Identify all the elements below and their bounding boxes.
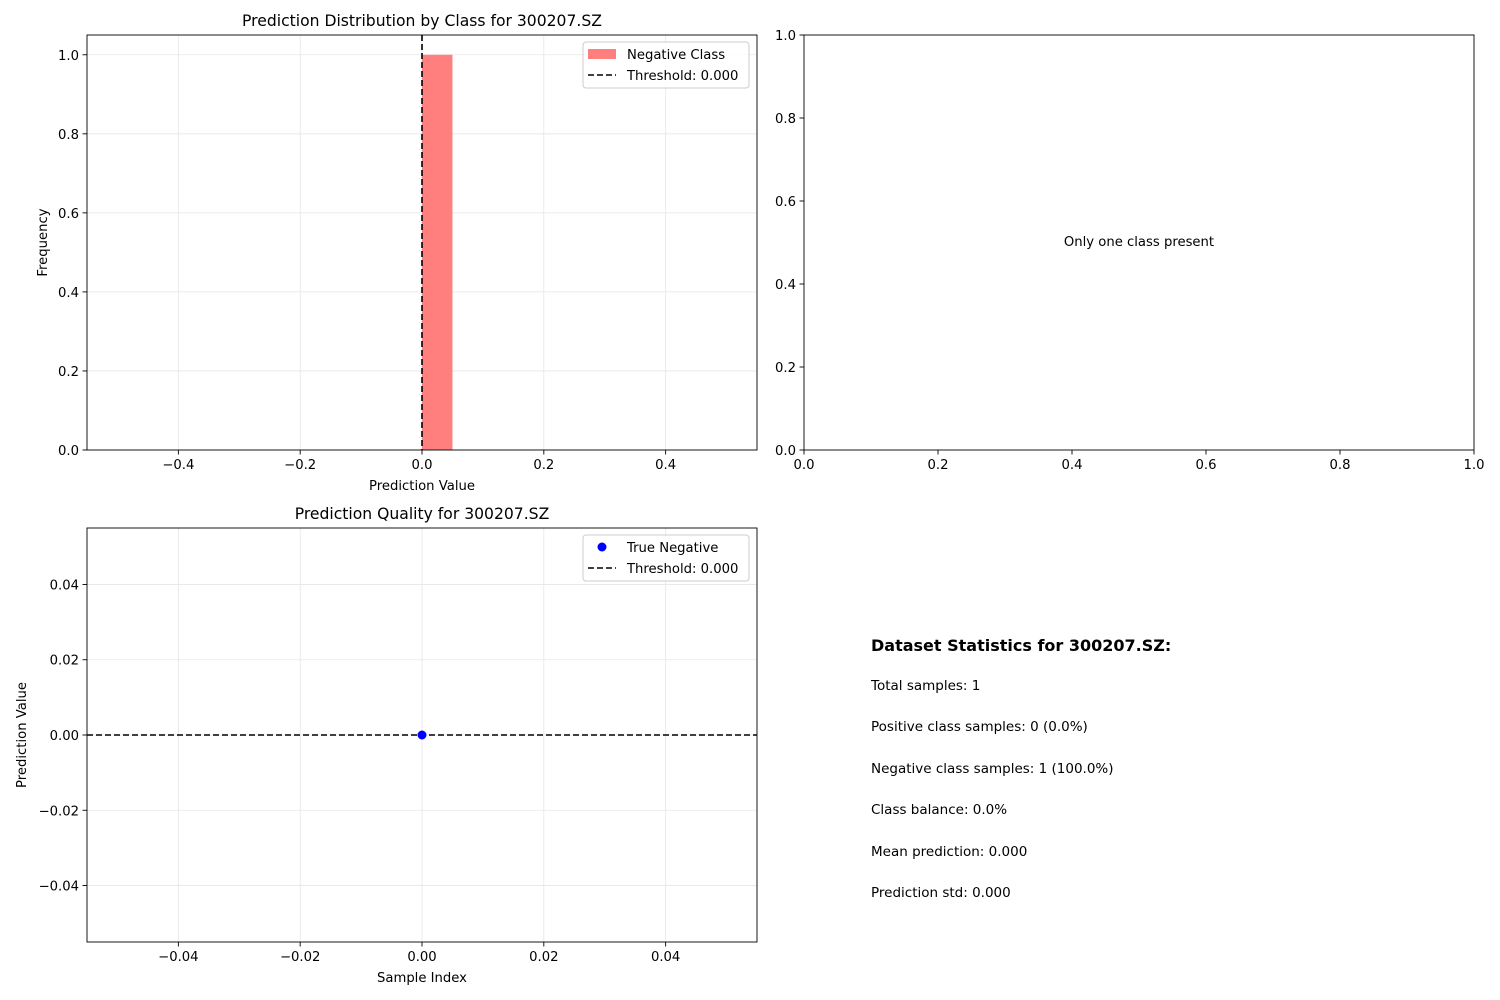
quality-ytick-label-0: −0.04 <box>39 880 79 895</box>
hist-title: Prediction Distribution by Class for 300… <box>242 12 602 30</box>
hist-bar-0-0 <box>422 54 453 451</box>
quality-ytick-label-1: −0.02 <box>39 804 79 819</box>
hist-ytick-label-2: 0.4 <box>58 286 79 301</box>
hist-ytick-label-0: 0.0 <box>58 444 79 459</box>
stat-mean-prediction: Mean prediction: 0.000 <box>871 843 1028 860</box>
hist-xtick-label-2: 0.0 <box>412 458 433 473</box>
quality-title: Prediction Quality for 300207.SZ <box>295 505 550 523</box>
empty-xtick-label-2: 0.4 <box>1062 458 1083 473</box>
empty-ytick-label-0: 0.0 <box>775 444 796 459</box>
empty-xtick-label-1: 0.2 <box>928 458 949 473</box>
quality-point-0-0 <box>417 730 427 740</box>
stat-total-samples: Total samples: 1 <box>871 678 981 694</box>
stat-class-balance: Class balance: 0.0% <box>871 802 1008 819</box>
empty-xtick-label-5: 1.0 <box>1464 458 1485 473</box>
hist-ylabel: Frequency <box>36 208 51 276</box>
empty-axes-frame <box>803 34 1475 451</box>
empty-ytick-label-4: 0.8 <box>775 112 796 127</box>
stats-title: Dataset Statistics for 300207.SZ: <box>871 636 1172 655</box>
hist-xtick-label-3: 0.2 <box>533 458 554 473</box>
quality-legend-box <box>582 534 750 582</box>
stat-negative-samples: Negative class samples: 1 (100.0%) <box>871 760 1114 777</box>
hist-legend-box <box>582 41 750 89</box>
quality-ytick-label-3: 0.02 <box>50 654 79 669</box>
quality-xtick-label-3: 0.02 <box>529 950 558 965</box>
hist-ytick-label-5: 1.0 <box>58 49 79 64</box>
hist-xlabel: Prediction Value <box>369 479 475 494</box>
hist-xtick-label-4: 0.4 <box>655 458 676 473</box>
quality-xtick-label-0: −0.04 <box>158 950 198 965</box>
hist-ytick-label-3: 0.6 <box>58 207 79 222</box>
empty-xtick-label-3: 0.6 <box>1196 458 1217 473</box>
hist-legend-swatch-0 <box>588 49 616 59</box>
quality-ytick-label-4: 0.04 <box>50 578 79 593</box>
quality-legend-swatch-0 <box>597 542 607 552</box>
hist-ytick-label-4: 0.8 <box>58 128 79 143</box>
quality-ylabel: Prediction Value <box>15 682 30 788</box>
quality-xlabel: Sample Index <box>377 971 467 986</box>
quality-xtick-label-2: 0.00 <box>407 950 436 965</box>
hist-legend-label-0: Negative Class <box>627 48 725 63</box>
hist-legend-label-1: Threshold: 0.000 <box>626 69 738 84</box>
hist-xtick-label-1: −0.2 <box>284 458 316 473</box>
stat-positive-samples: Positive class samples: 0 (0.0%) <box>871 719 1088 736</box>
quality-legend-label-1: Threshold: 0.000 <box>626 562 738 577</box>
empty-ytick-label-1: 0.2 <box>775 361 796 376</box>
stat-prediction-std: Prediction std: 0.000 <box>871 884 1011 901</box>
empty-xtick-label-0: 0.0 <box>794 458 815 473</box>
empty-xtick-label-4: 0.8 <box>1330 458 1351 473</box>
hist-ytick-label-1: 0.2 <box>58 365 79 380</box>
empty-ytick-label-3: 0.6 <box>775 195 796 210</box>
empty-ytick-label-5: 1.0 <box>775 29 796 44</box>
quality-xtick-label-1: −0.02 <box>280 950 320 965</box>
quality-xtick-label-4: 0.04 <box>651 950 680 965</box>
quality-legend-label-0: True Negative <box>626 541 718 556</box>
empty-ytick-label-2: 0.4 <box>775 278 796 293</box>
quality-ytick-label-2: 0.00 <box>50 729 79 744</box>
dataset-statistics-panel: Dataset Statistics for 300207.SZ: Total … <box>871 636 1431 926</box>
empty-annotation: Only one class present <box>1064 235 1214 250</box>
hist-xtick-label-0: −0.4 <box>162 458 194 473</box>
